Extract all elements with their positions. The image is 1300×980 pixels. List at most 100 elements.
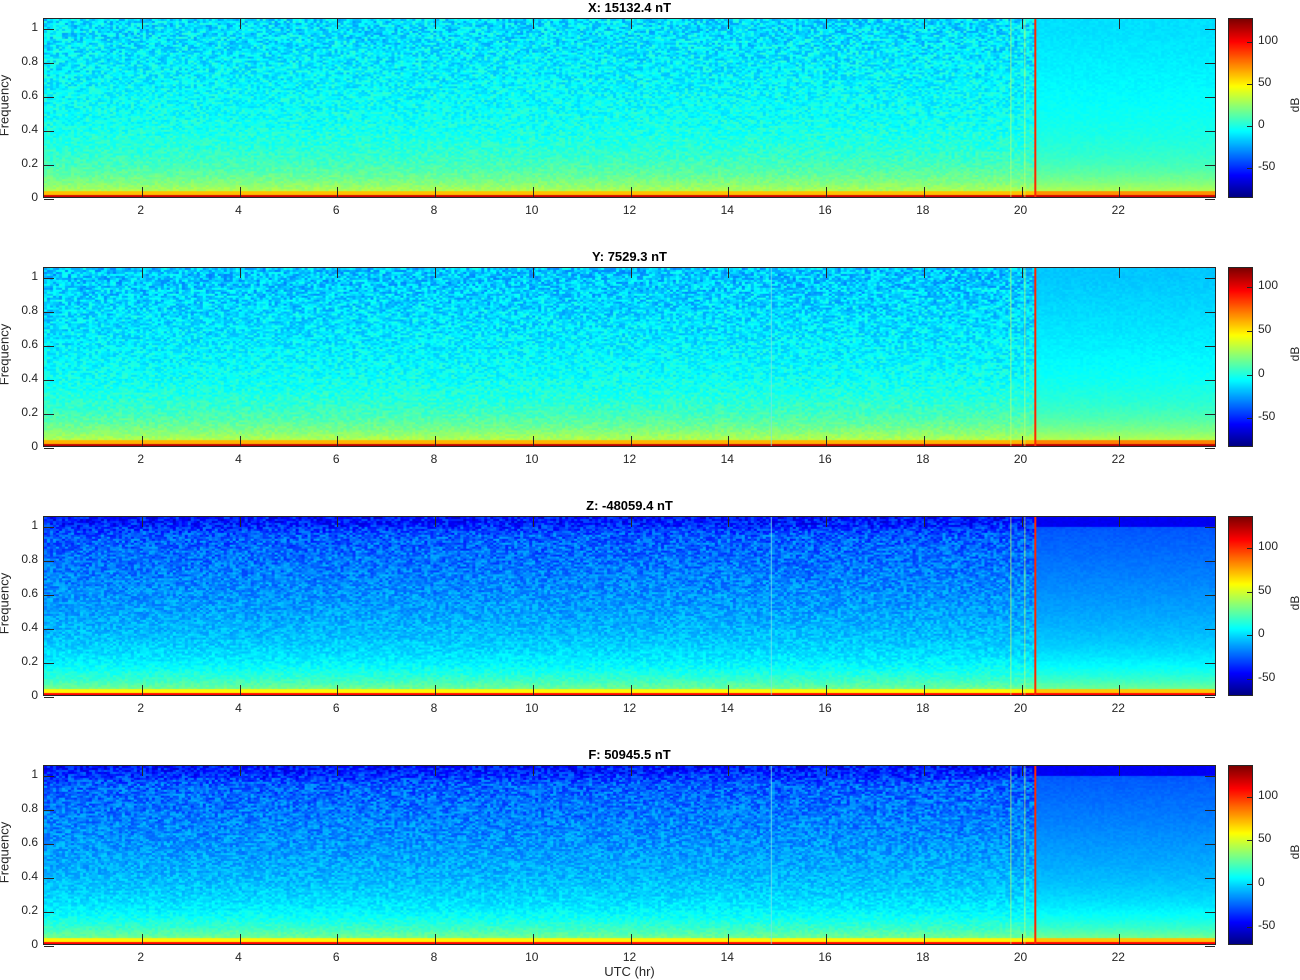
x-tick-label: 18 <box>916 452 930 466</box>
colorbar-tick-label: 0 <box>1258 626 1265 641</box>
x-tick-mark <box>337 187 339 197</box>
x-tick-label: 10 <box>525 701 539 715</box>
x-tick-mark <box>630 19 632 29</box>
colorbar-tick-label: 50 <box>1258 582 1272 597</box>
x-tick-label: 6 <box>332 452 340 466</box>
x-tick-mark <box>435 268 436 278</box>
y-tick-mark <box>44 776 54 778</box>
x-tick-mark <box>141 685 143 695</box>
colorbar-tick-label: 0 <box>1258 365 1265 380</box>
colorbar-tick-label: 100 <box>1258 539 1279 554</box>
x-tick-mark <box>337 517 339 527</box>
y-tick-label: 1 <box>31 767 38 782</box>
y-tick-mark <box>1205 561 1215 563</box>
x-tick-mark <box>435 187 436 197</box>
y-tick-mark <box>44 448 54 449</box>
colorbar-tick-label: 100 <box>1258 32 1279 47</box>
y-tick-mark <box>1205 946 1215 947</box>
x-tick-mark <box>826 19 827 29</box>
x-tick-label: 2 <box>137 701 145 715</box>
x-tick-mark <box>1021 268 1023 278</box>
y-tick-mark <box>44 380 54 382</box>
x-tick-label: 16 <box>818 452 832 466</box>
x-tick-label: 10 <box>525 452 539 466</box>
panel-title: Y: 7529.3 nT <box>592 249 667 264</box>
spectrogram-panel: F: 50945.5 nT Frequency 2 4 6 8 10 12 14 16 18 20 22… <box>0 747 1300 980</box>
y-tick-mark <box>1205 165 1215 167</box>
x-tick-mark <box>630 685 632 695</box>
y-tick-mark <box>1205 912 1215 914</box>
colorbar-tick-mark <box>1247 678 1252 680</box>
y-tick-mark <box>44 629 54 631</box>
x-tick-mark <box>532 187 534 197</box>
x-tick-mark <box>826 934 827 944</box>
x-tick-mark <box>532 436 534 446</box>
x-tick-label: 4 <box>235 203 242 217</box>
y-tick-label: 0.2 <box>21 156 38 171</box>
colorbar-label: dB <box>1288 97 1300 113</box>
colorbar-tick-label: -50 <box>1258 409 1276 424</box>
x-tick-mark <box>532 766 534 776</box>
y-tick-mark <box>44 595 54 597</box>
x-tick-mark <box>630 187 632 197</box>
x-tick-mark <box>239 187 241 197</box>
x-tick-label: 8 <box>430 452 438 466</box>
x-tick-mark <box>141 187 143 197</box>
colorbar-tick-label: 50 <box>1258 831 1272 846</box>
x-tick-mark <box>435 934 436 944</box>
x-tick-mark <box>435 436 436 446</box>
y-tick-mark <box>1205 414 1215 416</box>
plot-axes <box>43 267 1216 449</box>
x-tick-mark <box>630 436 632 446</box>
spectrogram-panel: X: 15132.4 nT Frequency 2 4 6 8 10 12 14 16 18 20 22… <box>0 0 1300 267</box>
x-tick-mark <box>239 766 241 776</box>
y-tick-label: 0.4 <box>21 371 38 386</box>
y-tick-label: 0.6 <box>21 586 38 601</box>
x-tick-mark <box>141 19 143 29</box>
x-tick-label: 8 <box>430 950 438 964</box>
colorbar-tick-label: -50 <box>1258 917 1276 932</box>
x-tick-label: 22 <box>1111 203 1125 217</box>
x-tick-mark <box>728 268 730 278</box>
y-tick-mark <box>1205 312 1215 314</box>
x-tick-mark <box>1119 766 1121 776</box>
x-tick-label: 18 <box>916 203 930 217</box>
x-tick-mark <box>141 268 143 278</box>
y-tick-mark <box>44 165 54 167</box>
x-tick-label: 22 <box>1111 701 1125 715</box>
plot-axes <box>43 765 1216 947</box>
colorbar-tick-label: 100 <box>1258 788 1279 803</box>
x-tick-label: 22 <box>1111 950 1125 964</box>
y-tick-label: 0.2 <box>21 654 38 669</box>
y-tick-mark <box>1205 697 1215 698</box>
y-tick-label: 0.8 <box>21 552 38 567</box>
colorbar-tick-mark <box>1247 330 1252 332</box>
x-tick-label: 20 <box>1013 203 1028 217</box>
colorbar-tick-label: 0 <box>1258 116 1265 131</box>
y-tick-mark <box>1205 131 1215 133</box>
y-tick-mark <box>1205 346 1215 348</box>
x-tick-mark <box>337 766 339 776</box>
x-tick-mark <box>923 436 925 446</box>
y-tick-mark <box>1205 663 1215 665</box>
x-tick-mark <box>923 268 925 278</box>
x-tick-mark <box>630 766 632 776</box>
x-tick-mark <box>337 685 339 695</box>
colorbar <box>1228 18 1253 198</box>
x-tick-mark <box>239 685 241 695</box>
colorbar-tick-label: 50 <box>1258 74 1272 89</box>
x-tick-mark <box>435 766 436 776</box>
x-tick-label: 6 <box>332 701 340 715</box>
x-tick-label: 6 <box>332 203 340 217</box>
x-tick-mark <box>728 436 730 446</box>
x-axis-label: UTC (hr) <box>604 964 655 979</box>
x-tick-mark <box>435 19 436 29</box>
x-tick-label: 12 <box>622 701 637 715</box>
y-tick-mark <box>44 912 54 914</box>
colorbar-gradient <box>1229 517 1252 695</box>
x-tick-mark <box>239 934 241 944</box>
x-tick-mark <box>1119 268 1121 278</box>
colorbar-tick-mark <box>1247 167 1252 169</box>
x-tick-mark <box>337 19 339 29</box>
